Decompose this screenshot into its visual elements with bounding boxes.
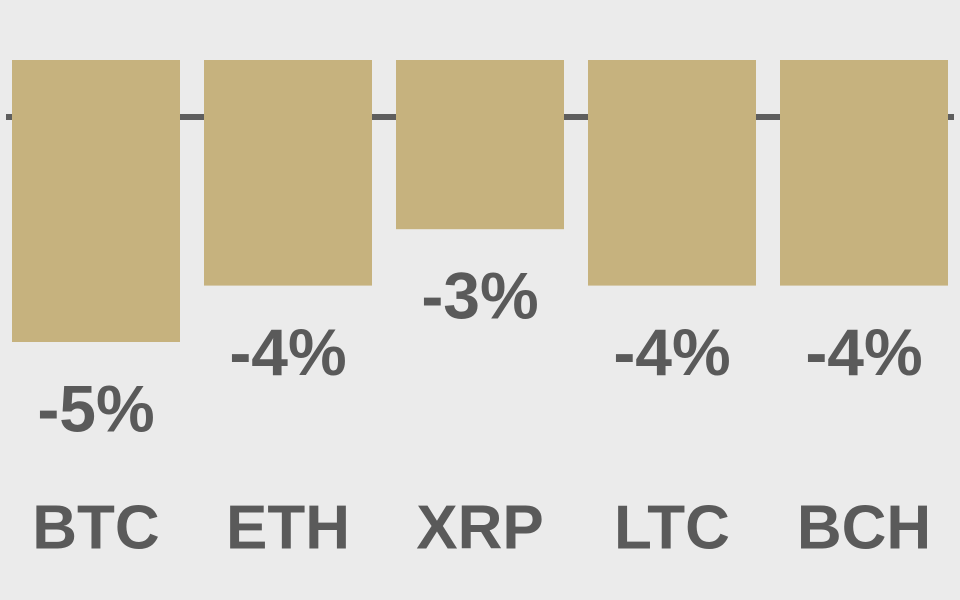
bar <box>204 60 372 286</box>
x-tick-label: BTC <box>32 493 159 562</box>
value-label: -4% <box>229 315 346 389</box>
x-tick-label: LTC <box>614 493 730 562</box>
value-label: -4% <box>613 315 730 389</box>
bar <box>396 60 564 230</box>
value-label: -5% <box>37 371 154 445</box>
bar <box>780 60 948 286</box>
x-tick-label: XRP <box>416 493 543 562</box>
value-label: -3% <box>421 259 538 333</box>
bar <box>588 60 756 286</box>
x-tick-label: BCH <box>797 493 931 562</box>
x-tick-label: ETH <box>226 493 350 562</box>
bar <box>12 60 180 342</box>
value-label: -4% <box>805 315 922 389</box>
